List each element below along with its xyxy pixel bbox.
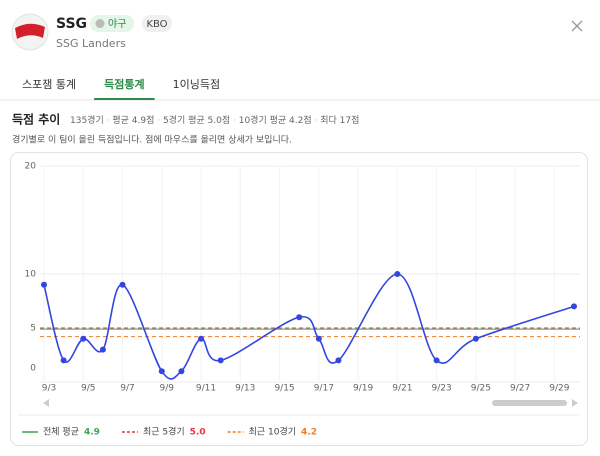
score-point[interactable] [41, 281, 47, 288]
x-tick-label: 9/9 [160, 384, 175, 394]
x-tick-label: 9/13 [235, 384, 255, 394]
scroll-right[interactable] [572, 399, 578, 407]
scroll-thumb[interactable] [492, 400, 567, 406]
tab[interactable]: 스포잼 통계 [22, 78, 76, 91]
x-tick-label: 9/7 [120, 384, 134, 394]
sport-badge-text: 야구 [108, 18, 126, 30]
score-point[interactable] [217, 357, 224, 364]
legend-value: 4.9 [84, 428, 100, 438]
y-tick-label: 20 [25, 162, 37, 172]
x-tick-label: 9/3 [42, 384, 56, 394]
score-point[interactable] [198, 335, 205, 342]
team-name: SSG [56, 16, 87, 32]
tab[interactable]: 1이닝득점 [173, 78, 220, 91]
legend-label: 최근 5경기 [143, 426, 185, 438]
x-tick-label: 9/5 [81, 384, 95, 394]
close-button[interactable] [571, 20, 583, 32]
legend-label: 전체 평균 [43, 427, 79, 438]
tab[interactable]: 득점통계 [104, 77, 144, 91]
x-tick-label: 9/15 [274, 384, 294, 394]
separator: · [154, 116, 163, 126]
score-point[interactable] [158, 368, 165, 375]
score-point[interactable] [571, 303, 577, 310]
subtitle: SSG Landers [56, 37, 126, 50]
separator: · [104, 116, 113, 126]
league-badge-text: KBO [146, 19, 167, 30]
score-point[interactable] [80, 335, 87, 342]
separator: · [230, 116, 239, 126]
x-tick-label: 9/21 [392, 384, 412, 394]
stat: 평균 4.9점 [112, 114, 154, 126]
score-point[interactable] [60, 357, 67, 364]
score-point[interactable] [394, 271, 401, 277]
separator: · [312, 116, 321, 126]
league-badge [142, 15, 172, 32]
x-tick-label: 9/29 [549, 384, 569, 394]
ball-icon [95, 19, 105, 28]
tab-underline [94, 98, 155, 100]
chart-card [10, 152, 588, 446]
score-point[interactable] [178, 368, 185, 375]
y-tick-label: 5 [30, 324, 36, 334]
stat: 135경기 [70, 114, 104, 126]
team-logo-shape [15, 23, 45, 39]
section-description: 경기별로 이 팀이 올린 득점입니다. 점에 마우스를 올리면 상세가 보입니다… [12, 134, 292, 146]
score-point[interactable] [433, 357, 440, 364]
y-tick-label: 10 [25, 270, 37, 280]
x-tick-label: 9/19 [353, 384, 373, 394]
legend-value: 5.0 [190, 428, 206, 438]
y-tick-label: 0 [30, 364, 36, 374]
score-point[interactable] [99, 346, 106, 353]
stat: 5경기 평균 5.0점 [163, 114, 230, 126]
score-point[interactable] [335, 357, 342, 364]
legend-label: 최근 10경기 [249, 426, 296, 438]
section-stats: 135경기 · 평균 4.9점 · 5경기 평균 5.0점 · 10경기 평균 … [70, 114, 359, 126]
section-title: 득점 추이 [12, 112, 60, 127]
x-tick-label: 9/11 [196, 384, 216, 394]
scroll-left[interactable] [43, 399, 49, 407]
x-tick-label: 9/25 [471, 384, 491, 394]
legend-value: 4.2 [301, 428, 317, 438]
x-tick-label: 9/23 [431, 384, 451, 394]
score-point[interactable] [296, 314, 303, 321]
score-point[interactable] [315, 335, 322, 342]
x-tick-label: 9/17 [314, 384, 334, 394]
x-tick-label: 9/27 [510, 384, 530, 394]
stat: 최다 17점 [320, 114, 359, 126]
score-point[interactable] [472, 335, 479, 342]
score-point[interactable] [119, 281, 126, 288]
stat: 10경기 평균 4.2점 [239, 114, 312, 126]
